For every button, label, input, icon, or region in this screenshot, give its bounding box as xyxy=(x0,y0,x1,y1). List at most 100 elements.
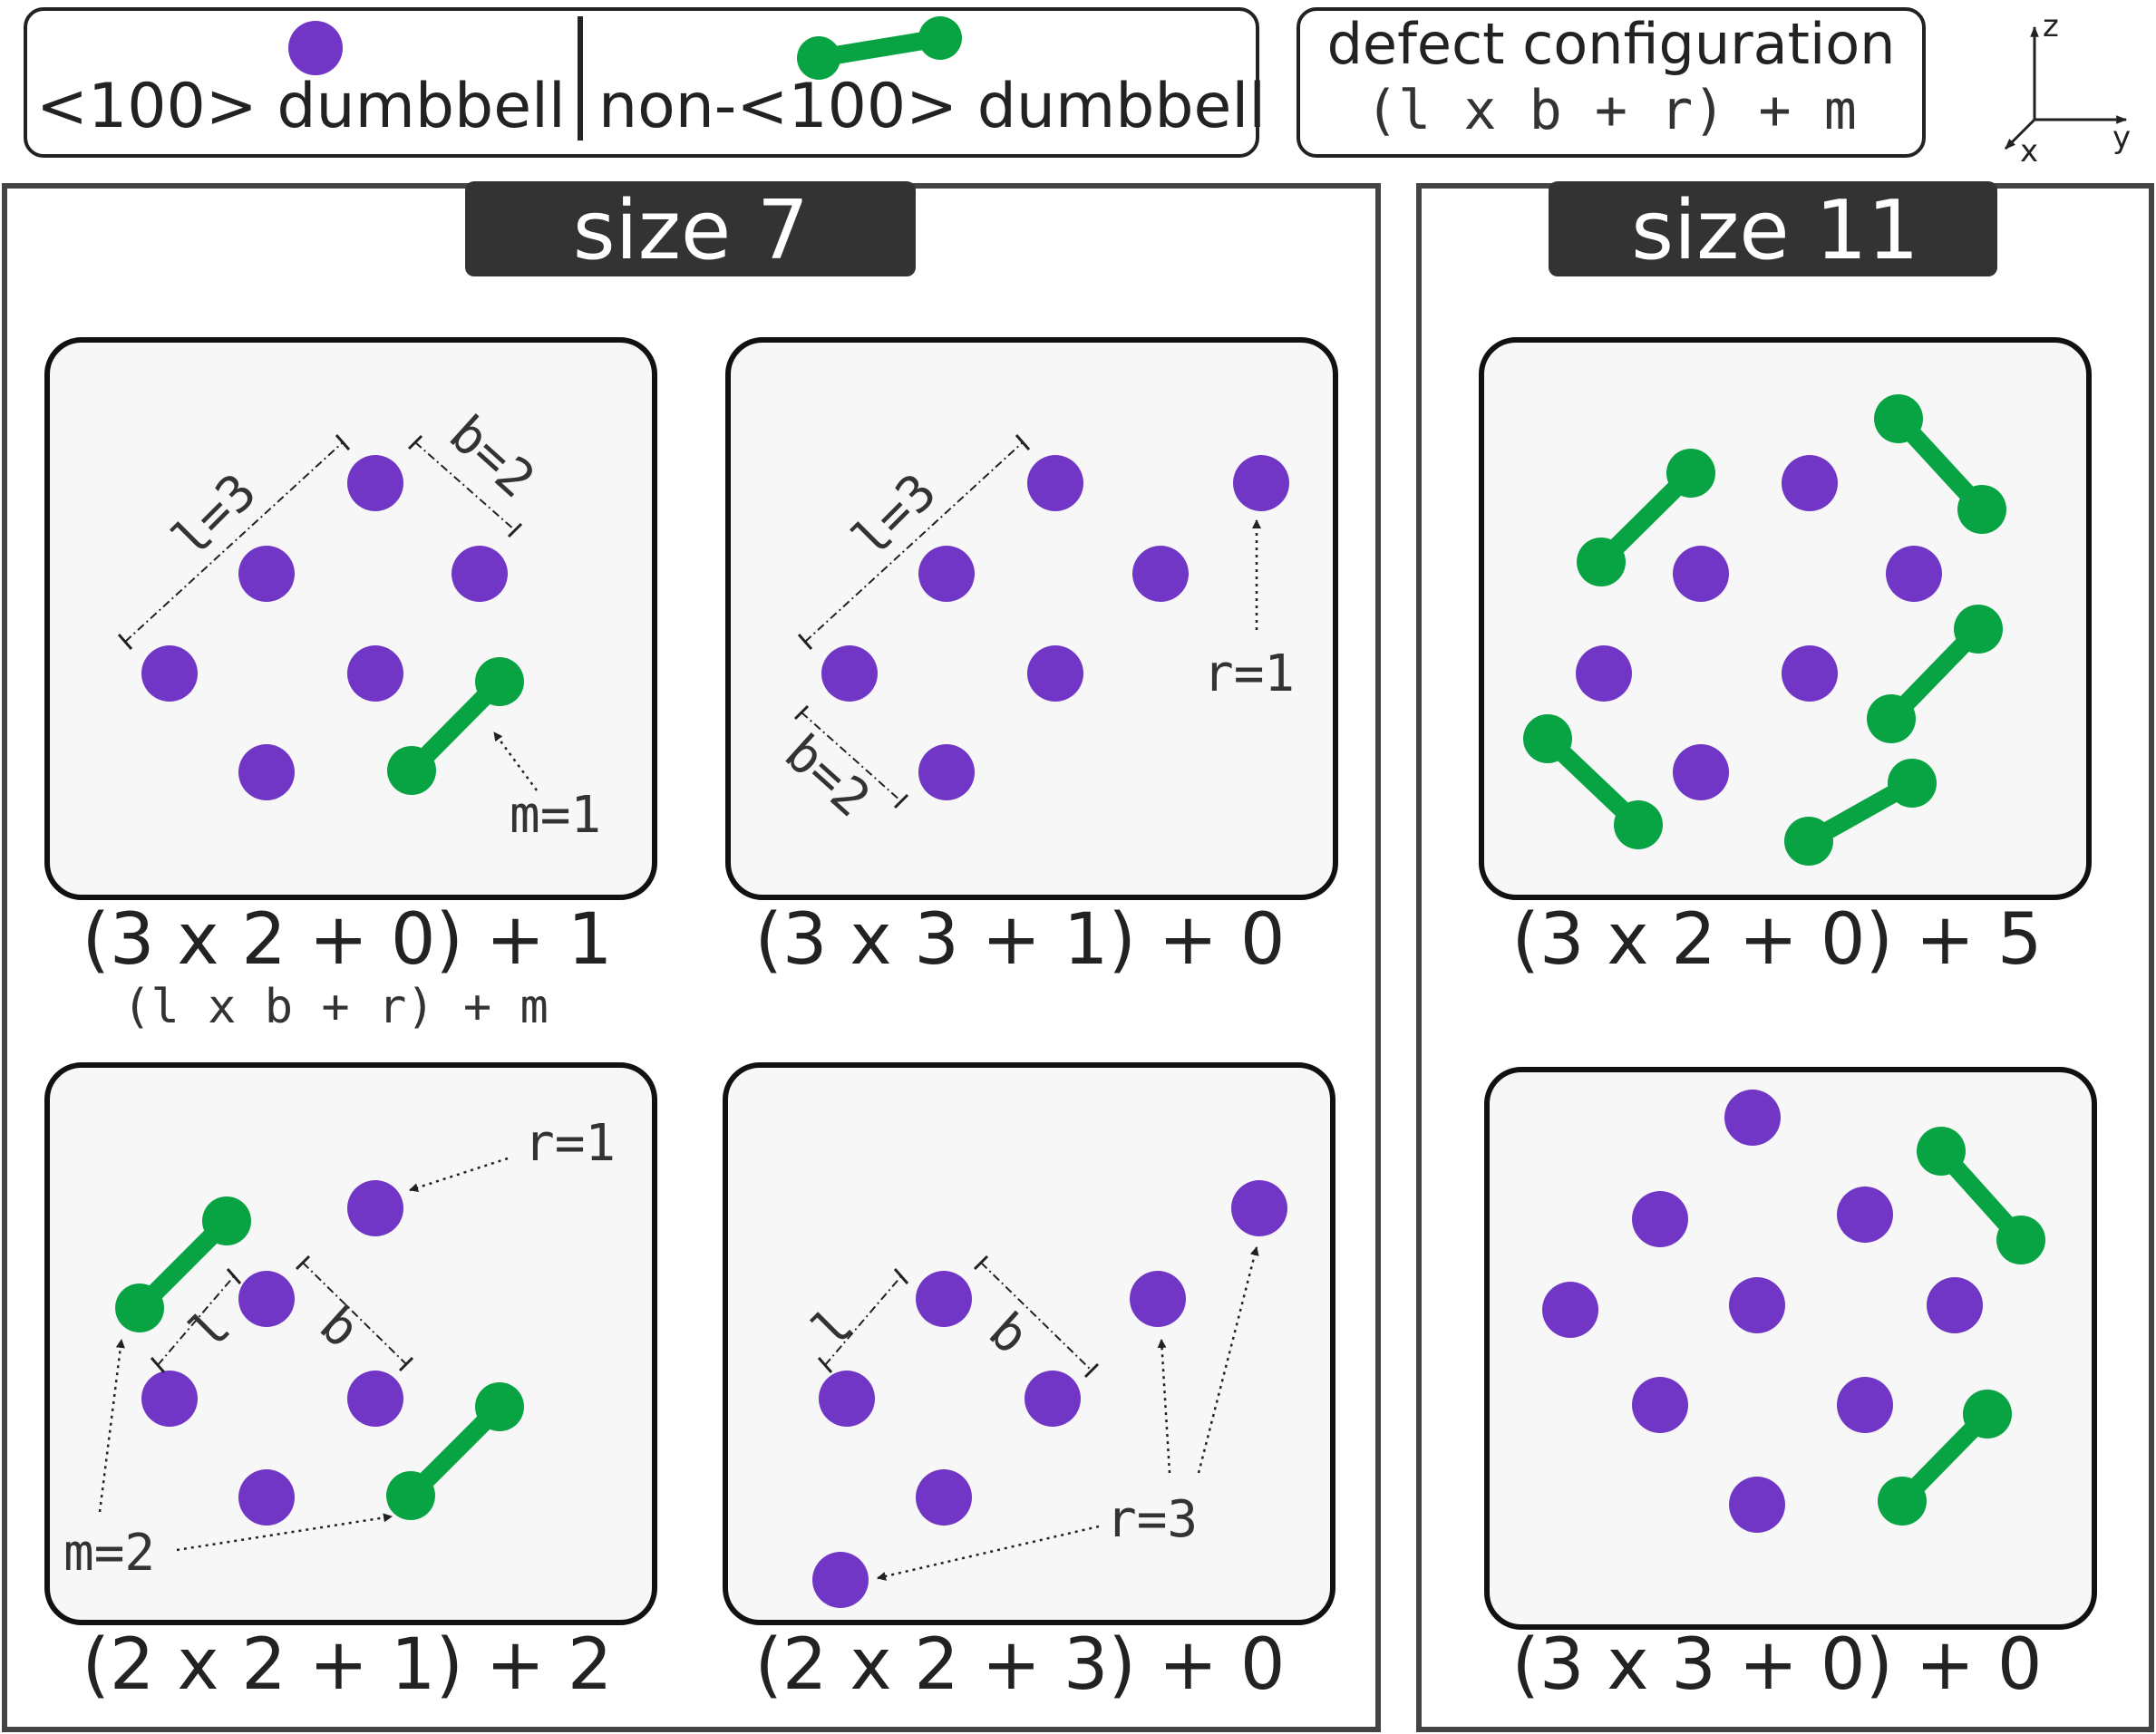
perfect-dumbbell xyxy=(347,455,403,511)
panel-background xyxy=(44,337,657,900)
perfect-dumbbell xyxy=(1542,1282,1598,1338)
perfect-dumbbell xyxy=(141,645,198,702)
panel-caption: (3 x 3 + 1) + 0 xyxy=(755,899,1286,981)
config-panel: l b r=1 m=2 xyxy=(44,1062,657,1625)
perfect-dumbbell xyxy=(1729,1477,1785,1533)
axis-triad: z y x xyxy=(2004,8,2131,170)
config-panel xyxy=(1484,1067,2097,1630)
defect-dumbbell-swatch xyxy=(797,16,962,80)
r-label: r=1 xyxy=(1203,644,1295,703)
r-arrow xyxy=(1197,1246,1259,1474)
dimension-b xyxy=(793,704,909,809)
perfect-dumbbell xyxy=(347,1180,403,1236)
dimension-b xyxy=(295,1254,414,1372)
perfect-dumbbell xyxy=(918,744,975,800)
perfect-dumbbell xyxy=(238,1469,295,1526)
perfect-dumbbell xyxy=(141,1371,198,1427)
config-panel: l=3 b=2 m=1 xyxy=(44,337,657,900)
perfect-dumbbell-swatch xyxy=(288,21,343,75)
dimension-b xyxy=(973,1254,1100,1379)
dimension-b xyxy=(407,434,523,538)
perfect-dumbbell xyxy=(1027,645,1083,702)
group-title: size 11 xyxy=(1631,183,1919,278)
config-panel xyxy=(1479,337,2092,900)
r-arrow xyxy=(877,1525,1100,1581)
group-title: size 7 xyxy=(573,183,809,278)
defect-dumbbell xyxy=(387,657,524,795)
perfect-dumbbell xyxy=(238,744,295,800)
m-label: m=1 xyxy=(510,786,601,845)
defect-dumbbell xyxy=(1784,759,1937,866)
perfect-dumbbell xyxy=(238,1271,295,1327)
defect-dumbbell xyxy=(386,1382,524,1520)
perfect-dumbbell xyxy=(916,1271,972,1327)
perfect-dumbbell xyxy=(1632,1377,1688,1433)
perfect-dumbbell xyxy=(1231,1180,1287,1236)
defect-dumbbell xyxy=(1917,1127,2045,1264)
m-label: m=2 xyxy=(63,1524,155,1583)
perfect-dumbbell xyxy=(1132,546,1189,602)
perfect-dumbbell-label: <100> dumbbell xyxy=(36,71,566,142)
perfect-dumbbell xyxy=(1927,1277,1983,1333)
perfect-dumbbell xyxy=(918,546,975,602)
perfect-dumbbell xyxy=(812,1552,869,1608)
dimension-l xyxy=(150,1268,242,1373)
perfect-dumbbell xyxy=(1027,455,1083,511)
perfect-dumbbell xyxy=(1782,455,1838,511)
axis-label-y: y xyxy=(2112,120,2131,156)
perfect-dumbbell xyxy=(1886,546,1942,602)
r-label: r=3 xyxy=(1106,1490,1198,1549)
config-panel: l b r=3 xyxy=(723,1062,1335,1625)
panel-caption: (2 x 2 + 1) + 2 xyxy=(83,1624,613,1706)
defect-dumbbell xyxy=(1878,1390,2012,1526)
axis-label-x: x xyxy=(2020,133,2038,170)
panel-caption: (3 x 3 + 0) + 0 xyxy=(1512,1624,2043,1706)
panel-background xyxy=(44,1062,657,1625)
perfect-dumbbell xyxy=(821,645,878,702)
r-arrow xyxy=(409,1157,509,1192)
group-title-bar xyxy=(1549,181,1997,276)
panel-subcaption: (l x b + r) + m xyxy=(122,980,549,1034)
perfect-dumbbell xyxy=(347,1371,403,1427)
panel-background xyxy=(725,337,1338,900)
config-legend-formula: (l x b + r) + m xyxy=(1365,79,1857,142)
m-arrow xyxy=(492,731,539,791)
config-legend-title: defect configuration xyxy=(1327,11,1896,77)
perfect-dumbbell xyxy=(347,645,403,702)
defect-dumbbell xyxy=(1874,394,2006,534)
perfect-dumbbell xyxy=(1837,1377,1893,1433)
config-panel: l=3 b=2 r=1 xyxy=(725,337,1338,900)
perfect-dumbbell xyxy=(1576,645,1632,702)
perfect-dumbbell xyxy=(1782,645,1838,702)
defect-dumbbell xyxy=(1523,714,1663,849)
perfect-dumbbell xyxy=(1837,1187,1893,1243)
defect-dumbbell xyxy=(1867,605,2003,743)
perfect-dumbbell xyxy=(238,546,295,602)
perfect-dumbbell xyxy=(452,546,508,602)
legend-box: <100> dumbbell non-<100> dumbbell xyxy=(24,7,1266,158)
group-title-bar xyxy=(465,181,916,276)
perfect-dumbbell xyxy=(916,1469,972,1526)
perfect-dumbbell xyxy=(1233,455,1289,511)
panel-background xyxy=(1479,337,2092,900)
defect-dumbbell xyxy=(115,1196,251,1332)
config-legend-box: defect configuration (l x b + r) + m xyxy=(1297,7,1926,158)
r-arrow xyxy=(1157,1339,1171,1474)
axis-label-z: z xyxy=(2043,8,2059,44)
defect-dumbbell-label: non-<100> dumbbell xyxy=(598,71,1266,142)
perfect-dumbbell xyxy=(819,1371,875,1427)
panel-caption: (3 x 2 + 0) + 1 xyxy=(83,899,613,981)
r-label: r=1 xyxy=(524,1114,616,1173)
dimension-l xyxy=(817,1268,909,1373)
dimension-l xyxy=(117,434,351,650)
panel-background xyxy=(1484,1067,2097,1630)
defect-dumbbell xyxy=(1577,449,1715,586)
panel-background xyxy=(723,1062,1335,1625)
perfect-dumbbell xyxy=(1724,1090,1781,1146)
perfect-dumbbell xyxy=(1673,546,1729,602)
panel-caption: (3 x 2 + 0) + 5 xyxy=(1512,899,2043,981)
panel-caption: (2 x 2 + 3) + 0 xyxy=(755,1624,1286,1706)
perfect-dumbbell xyxy=(1025,1371,1081,1427)
perfect-dumbbell xyxy=(1673,744,1729,800)
dimension-l xyxy=(797,434,1031,650)
